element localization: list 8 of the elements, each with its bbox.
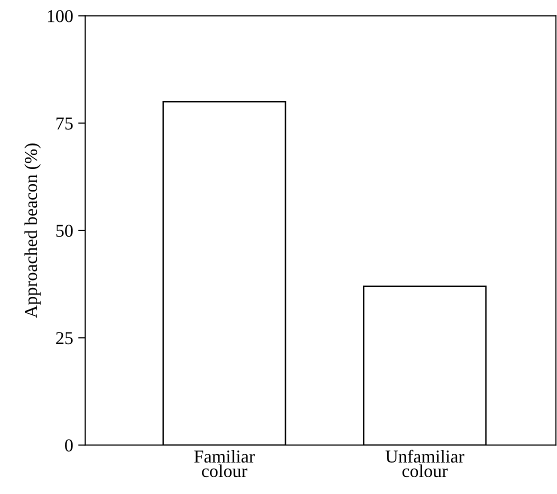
y-tick-label: 75	[56, 118, 73, 130]
y-tick-label: 100	[48, 10, 73, 22]
y-tick-label: 50	[56, 224, 73, 237]
y-tick-label: 0	[65, 439, 73, 452]
y-axis-title: Approached beacon (%)	[24, 144, 41, 318]
x-tick-label: Unfamiliar colour	[386, 450, 464, 478]
y-tick-label: 25	[56, 332, 73, 344]
x-tick-label: Familiar colour	[194, 450, 255, 478]
